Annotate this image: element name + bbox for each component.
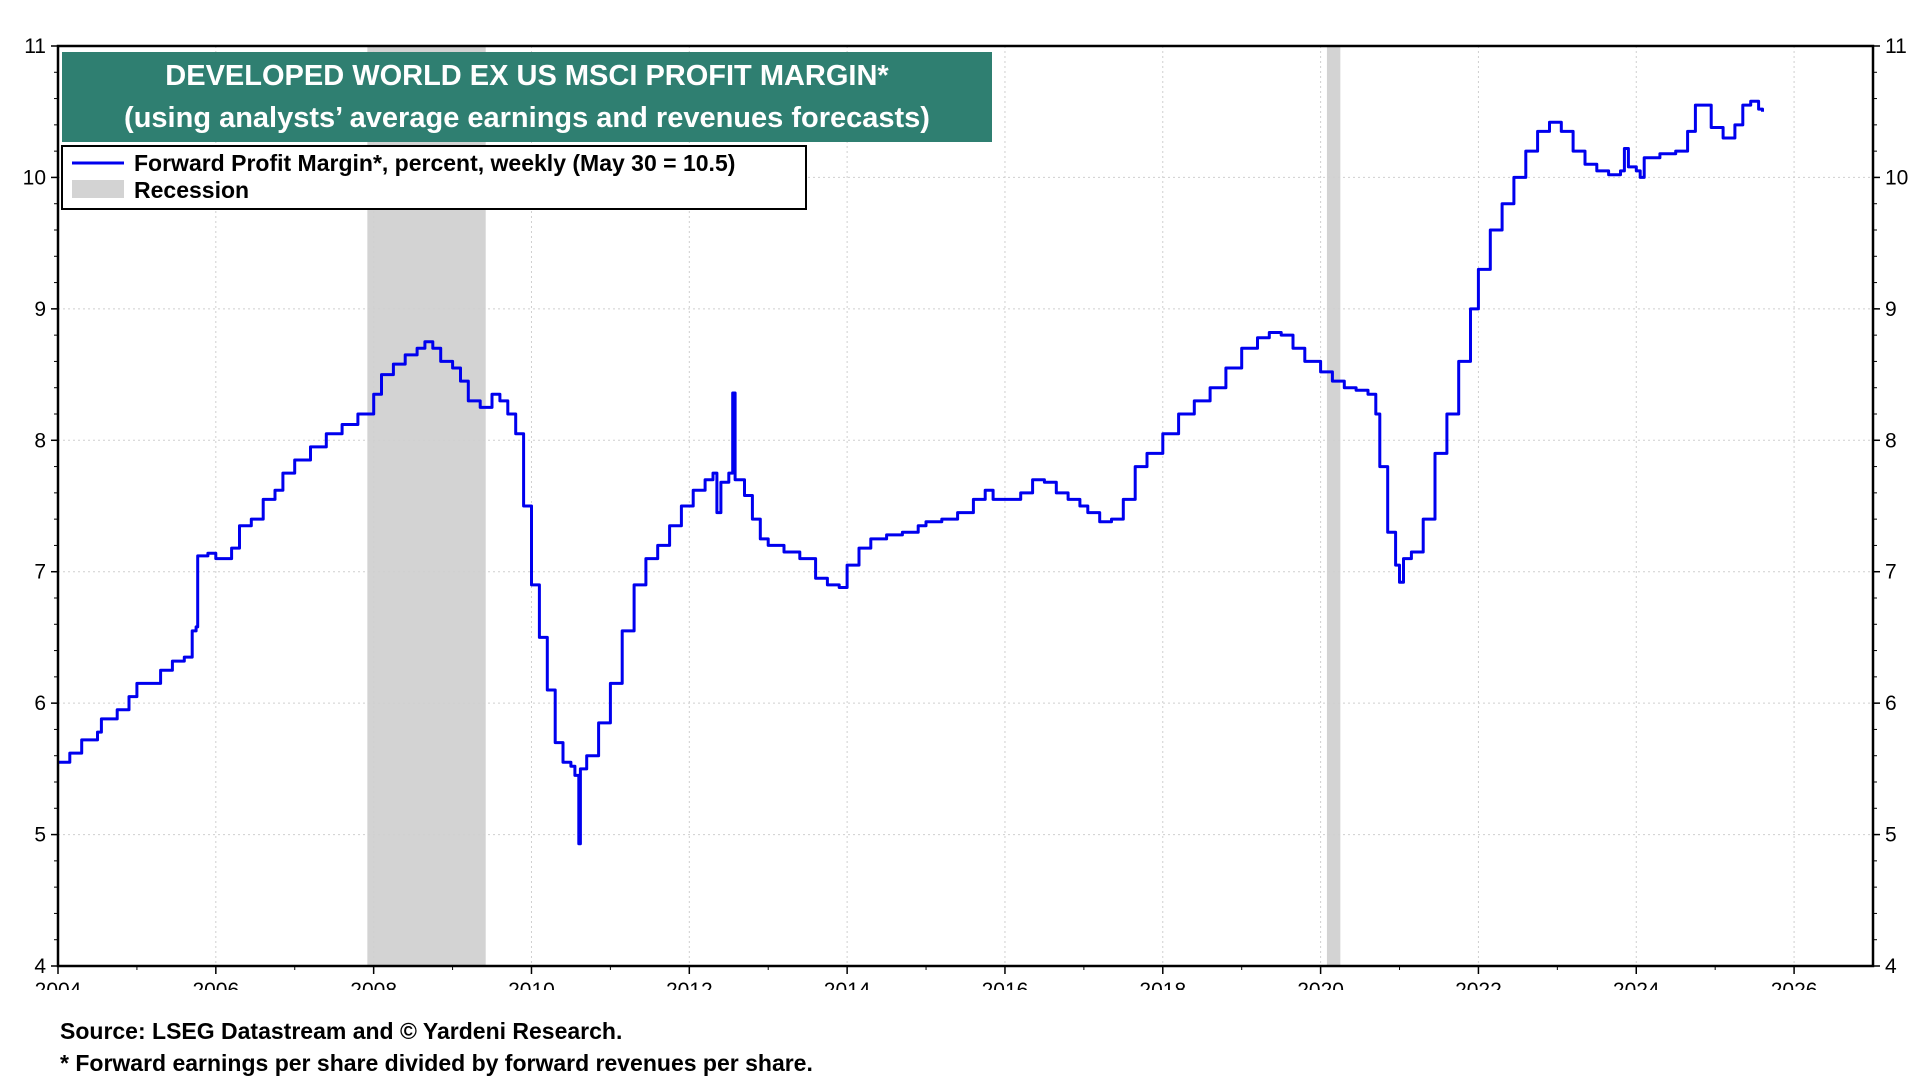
legend-swatch-recession xyxy=(72,180,124,198)
y-tick-label-left: 6 xyxy=(34,692,46,715)
y-tick-label-right: 5 xyxy=(1885,824,1897,847)
series-line-forward-profit-margin xyxy=(58,99,1764,846)
y-tick-label-left: 5 xyxy=(34,824,46,847)
y-tick-label-left: 8 xyxy=(34,429,46,452)
legend-box xyxy=(61,145,807,210)
x-tick-label: 2010 xyxy=(508,979,555,990)
source-note: Source: LSEG Datastream and © Yardeni Re… xyxy=(60,1018,623,1044)
y-tick-label-right: 11 xyxy=(1885,35,1907,58)
x-tick-label: 2014 xyxy=(824,979,871,990)
definition-note: * Forward earnings per share divided by … xyxy=(60,1050,813,1076)
y-tick-label-left: 4 xyxy=(34,955,46,978)
x-tick-label: 2022 xyxy=(1455,979,1502,990)
y-tick-label-right: 10 xyxy=(1885,166,1908,189)
recession-band-1 xyxy=(1326,46,1341,966)
y-tick-label-right: 6 xyxy=(1885,692,1897,715)
y-tick-label-left: 7 xyxy=(34,561,46,584)
x-tick-label: 2012 xyxy=(666,979,713,990)
plot-frame xyxy=(56,44,1875,968)
y-tick-label-left: 11 xyxy=(24,35,46,58)
x-tick-label: 2024 xyxy=(1613,979,1660,990)
profit-margin-chart: 2004 2006 2008 2010 2012 2014 2016 2018 2020 2022… xyxy=(23,35,1909,990)
y-tick-label-right: 7 xyxy=(1885,561,1897,584)
y-tick-label-right: 9 xyxy=(1885,298,1897,321)
x-tick-label: 2026 xyxy=(1771,979,1818,990)
chart-subtitle: (using analysts’ average earnings and re… xyxy=(124,102,930,134)
x-tick-label: 2020 xyxy=(1297,979,1344,990)
x-tick-label: 2006 xyxy=(192,979,239,990)
title-background xyxy=(62,52,992,142)
y-tick-label-right: 8 xyxy=(1885,429,1897,452)
x-tick-label: 2004 xyxy=(35,979,82,990)
chart-title-box: DEVELOPED WORLD EX US MSCI PROFIT MARGIN… xyxy=(62,52,992,142)
series-layer xyxy=(58,99,1764,846)
legend-label-margin: Forward Profit Margin*, percent, weekly … xyxy=(134,150,735,176)
y-tick-label-left: 10 xyxy=(23,166,46,189)
legend-label-recession: Recession xyxy=(134,177,249,203)
x-tick-label: 2008 xyxy=(350,979,397,990)
legend: Forward Profit Margin*, percent, weekly … xyxy=(61,145,807,210)
chart-title: DEVELOPED WORLD EX US MSCI PROFIT MARGIN… xyxy=(165,60,889,92)
x-tick-label: 2016 xyxy=(982,979,1029,990)
x-tick-label: 2018 xyxy=(1139,979,1186,990)
axes: 2004 2006 2008 2010 2012 2014 2016 2018 2020 2022… xyxy=(23,35,1909,990)
y-tick-label-left: 9 xyxy=(34,298,46,321)
y-tick-label-right: 4 xyxy=(1885,955,1897,978)
